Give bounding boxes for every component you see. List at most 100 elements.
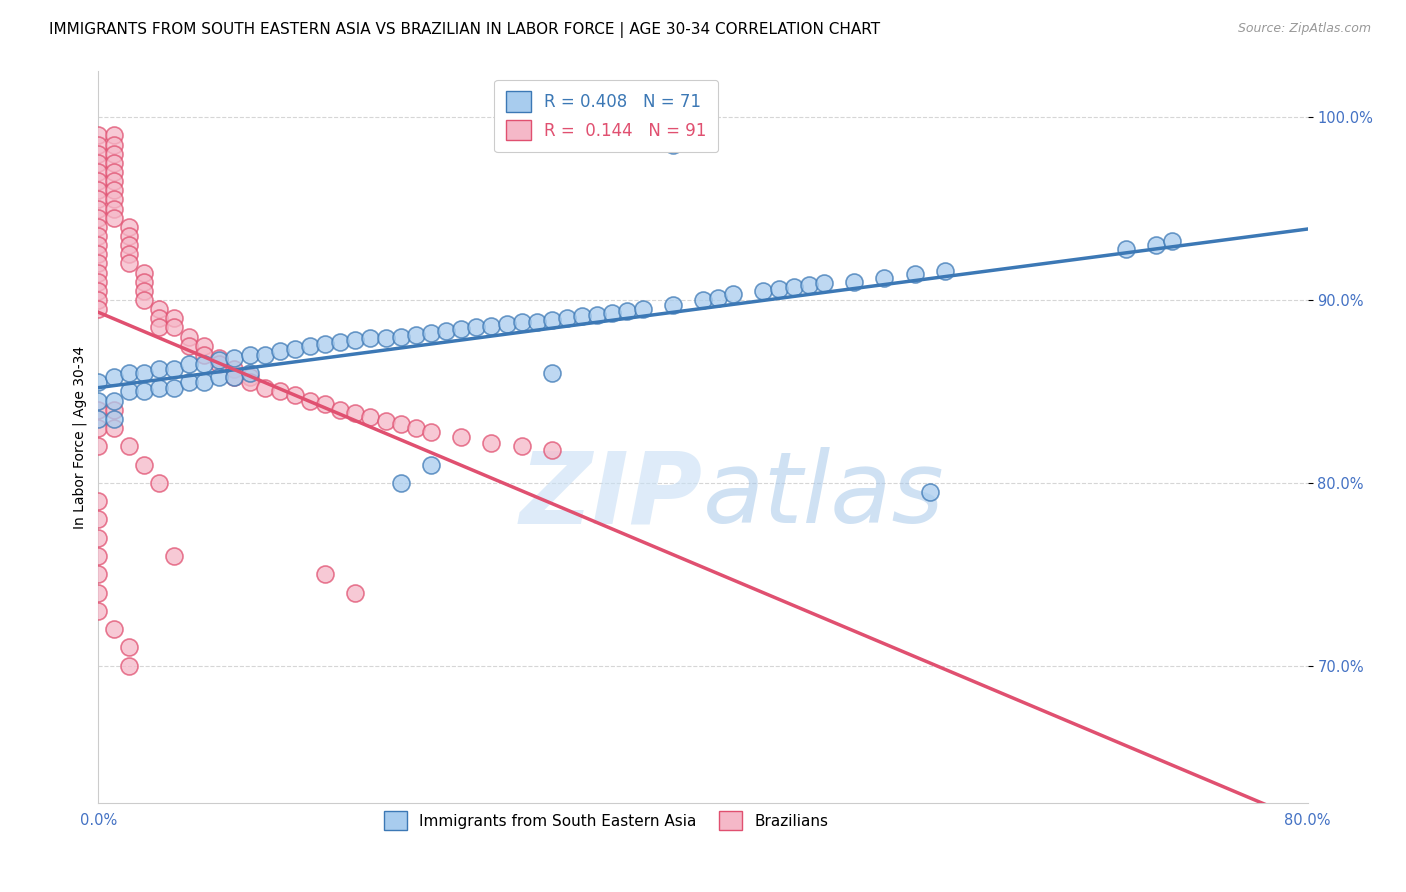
Point bbox=[132, 275, 155, 289]
Point bbox=[873, 271, 896, 285]
Point bbox=[904, 268, 927, 282]
Point bbox=[314, 336, 336, 351]
Point bbox=[132, 265, 155, 279]
Legend: Immigrants from South Eastern Asia, Brazilians: Immigrants from South Eastern Asia, Braz… bbox=[375, 802, 838, 839]
Point bbox=[661, 298, 683, 312]
Point bbox=[360, 409, 382, 424]
Point bbox=[374, 331, 396, 345]
Text: ZIP: ZIP bbox=[520, 447, 703, 544]
Point bbox=[344, 585, 367, 599]
Point bbox=[918, 484, 941, 499]
Point bbox=[239, 348, 262, 362]
Point bbox=[783, 280, 806, 294]
Point bbox=[103, 165, 125, 179]
Point bbox=[87, 202, 110, 216]
Point bbox=[87, 247, 110, 261]
Point bbox=[103, 146, 125, 161]
Point bbox=[208, 353, 231, 368]
Point bbox=[87, 238, 110, 252]
Point bbox=[540, 366, 562, 380]
Point bbox=[707, 291, 730, 305]
Point bbox=[450, 430, 472, 444]
Point bbox=[103, 155, 125, 169]
Point bbox=[540, 313, 562, 327]
Point bbox=[132, 458, 155, 472]
Point bbox=[224, 369, 246, 384]
Text: Source: ZipAtlas.com: Source: ZipAtlas.com bbox=[1237, 22, 1371, 36]
Point bbox=[132, 293, 155, 307]
Point bbox=[103, 192, 125, 206]
Point bbox=[118, 247, 141, 261]
Point bbox=[87, 165, 110, 179]
Point bbox=[526, 315, 548, 329]
Point bbox=[87, 128, 110, 143]
Point bbox=[87, 549, 110, 563]
Point bbox=[661, 137, 683, 152]
Point bbox=[193, 357, 215, 371]
Point bbox=[389, 417, 412, 432]
Point bbox=[510, 439, 533, 453]
Point bbox=[118, 658, 141, 673]
Point bbox=[239, 366, 262, 380]
Point bbox=[360, 331, 382, 345]
Point bbox=[374, 414, 396, 428]
Point bbox=[571, 310, 593, 324]
Point bbox=[87, 439, 110, 453]
Point bbox=[253, 381, 276, 395]
Point bbox=[344, 333, 367, 347]
Point bbox=[723, 287, 745, 301]
Point bbox=[844, 275, 866, 289]
Point bbox=[224, 362, 246, 376]
Point bbox=[103, 183, 125, 197]
Point bbox=[103, 421, 125, 435]
Point bbox=[208, 357, 231, 371]
Point bbox=[118, 219, 141, 234]
Point bbox=[103, 202, 125, 216]
Point bbox=[405, 421, 427, 435]
Point bbox=[103, 411, 125, 425]
Point bbox=[87, 585, 110, 599]
Point bbox=[481, 435, 503, 450]
Point bbox=[148, 362, 170, 376]
Point bbox=[148, 381, 170, 395]
Point bbox=[208, 369, 231, 384]
Point bbox=[87, 219, 110, 234]
Point bbox=[224, 369, 246, 384]
Point bbox=[87, 275, 110, 289]
Point bbox=[540, 442, 562, 457]
Point bbox=[239, 375, 262, 389]
Point bbox=[389, 475, 412, 490]
Point bbox=[118, 439, 141, 453]
Point bbox=[179, 329, 201, 343]
Point bbox=[692, 293, 714, 307]
Point bbox=[465, 320, 488, 334]
Point bbox=[179, 375, 201, 389]
Point bbox=[163, 320, 186, 334]
Point bbox=[163, 362, 186, 376]
Point bbox=[284, 343, 307, 357]
Point bbox=[118, 238, 141, 252]
Point bbox=[797, 278, 820, 293]
Point bbox=[103, 137, 125, 152]
Point bbox=[163, 311, 186, 326]
Point bbox=[934, 263, 956, 277]
Point bbox=[299, 393, 322, 408]
Point bbox=[148, 475, 170, 490]
Point bbox=[586, 308, 609, 322]
Point bbox=[314, 397, 336, 411]
Point bbox=[269, 344, 291, 359]
Point bbox=[1160, 235, 1182, 249]
Point bbox=[510, 315, 533, 329]
Point bbox=[193, 348, 215, 362]
Point bbox=[193, 375, 215, 389]
Point bbox=[555, 311, 578, 326]
Point bbox=[87, 211, 110, 225]
Point bbox=[132, 284, 155, 298]
Point bbox=[87, 402, 110, 417]
Point bbox=[87, 411, 110, 425]
Point bbox=[87, 192, 110, 206]
Point bbox=[768, 282, 790, 296]
Point bbox=[103, 128, 125, 143]
Text: IMMIGRANTS FROM SOUTH EASTERN ASIA VS BRAZILIAN IN LABOR FORCE | AGE 30-34 CORRE: IMMIGRANTS FROM SOUTH EASTERN ASIA VS BR… bbox=[49, 22, 880, 38]
Point bbox=[269, 384, 291, 399]
